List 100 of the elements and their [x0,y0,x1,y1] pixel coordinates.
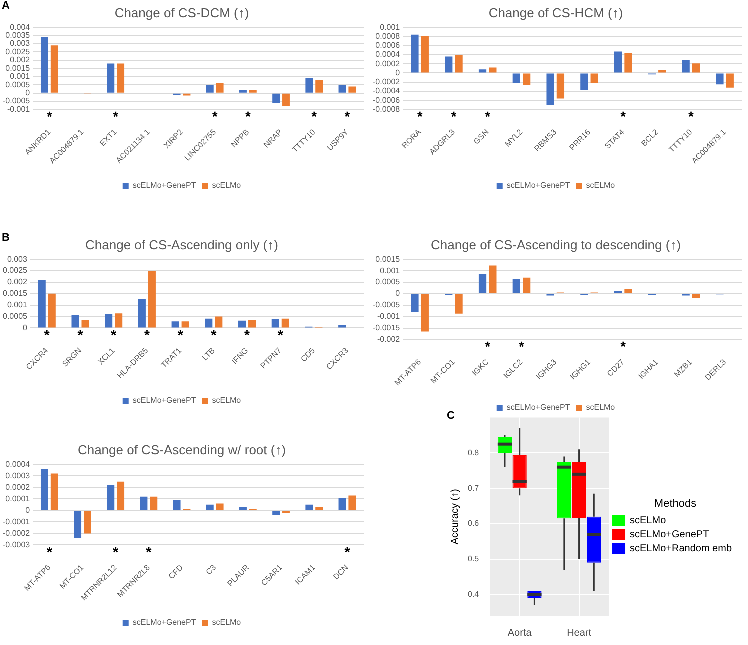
y-tick-label: 0.0004 [376,50,401,60]
bar [624,53,632,73]
annotation: * [113,544,120,560]
chart-title: Change of CS-Ascending w/ root (↑) [78,442,286,458]
x-tick-label: CFD [166,563,186,582]
legend-label: scELMo [586,403,616,412]
bar [38,280,46,328]
y-tick-label: 0.004 [10,22,31,32]
bar [523,74,531,86]
bar [338,325,346,328]
bar [140,496,148,510]
annotation: * [44,327,50,344]
bar [215,316,223,328]
y-tick-label: 0.001 [7,300,28,310]
bar [206,85,214,93]
annotation: * [519,338,526,355]
bar [316,507,324,510]
annotation: * [46,544,53,560]
text: B [2,232,10,244]
bar [716,74,724,85]
bar [692,64,700,73]
chart-title: Change of CS-Ascending to descending (↑) [430,237,682,252]
bar [148,271,156,328]
bar [172,322,180,328]
bar [316,80,324,93]
bar [682,60,690,73]
bar [216,83,224,93]
y-tick-label: 0.4 [468,590,480,599]
y-tick-label: -0.0001 [2,517,31,526]
y-tick-label: 0.0003 [6,471,31,480]
y-tick-label: 0.0006 [376,41,401,50]
annotation: * [111,327,118,344]
legend-label: scELMo+GenePT [132,396,196,406]
y-tick-label: 0.0004 [6,460,31,469]
annotation: * [244,327,251,344]
bar [272,94,280,104]
bar [512,74,520,84]
bar [411,34,419,73]
bar [489,266,497,294]
legend-label: scELMo+Random emb [630,543,732,554]
y-tick-label: 0.001 [380,266,401,276]
chart-title: Change of CS-HCM (↑) [488,5,624,20]
y-tick-label: 0 [23,323,28,332]
bar [692,294,700,298]
y-tick-label: 0.8 [468,448,480,458]
bar [411,294,419,312]
bar [445,56,453,73]
bar [150,496,158,510]
y-tick-label: 0.0005 [3,312,28,321]
y-tick-label: 0.0015 [3,289,28,298]
y-tick-label: 0.0005 [376,278,401,287]
x-tick-label: C3 [204,562,218,577]
bar [421,294,429,332]
y-tick-label: 0.001 [10,72,31,82]
y-tick-label: -0.0002 [372,78,401,87]
y-tick-label: -0.0015 [372,324,401,332]
chart-title: Change of CS-Ascending only (↑) [86,237,278,252]
bar [115,314,123,328]
y-tick-label: 0.001 [380,22,401,32]
y-tick-label: 0.002 [7,278,28,287]
bar [182,322,190,328]
bar [138,299,146,328]
bar [455,54,463,73]
y-tick-label: -0.0002 [2,528,31,538]
y-tick-label: 0.0015 [6,64,31,73]
annotation: * [344,108,351,125]
bar [107,64,115,93]
bar [306,504,314,510]
bar [523,278,531,294]
bar [173,500,181,510]
bar [206,504,214,510]
bar [338,85,346,93]
bar [240,507,247,510]
x-tick-label: Aorta [508,628,532,639]
bar [478,274,487,294]
annotation: * [620,338,627,355]
legend-label: scELMo [630,515,667,526]
annotation: * [146,544,152,560]
y-tick-label: 0.6 [468,519,480,528]
annotation: * [278,327,284,344]
y-tick-label: -0.0004 [372,86,401,96]
bar [107,485,115,510]
annotation: * [485,338,492,355]
y-tick-label: 0.0002 [6,482,31,492]
y-tick-label: 0.003 [10,39,31,48]
bar [556,74,565,99]
annotation: * [113,108,120,125]
bar [512,279,520,294]
bar [348,496,356,510]
y-tick-label: -0.002 [377,334,401,344]
legend-label: scELMo+GenePT [506,403,570,412]
annotation: * [344,544,351,560]
bar [272,511,280,516]
bar [40,469,48,510]
annotation: * [178,327,184,344]
y-tick-label: 0.0008 [376,32,401,41]
y-tick-label: 0.0001 [6,494,31,504]
bar [240,90,247,93]
y-tick-label: -0.0005 [372,300,401,310]
y-tick-label: -0.0006 [372,96,401,105]
